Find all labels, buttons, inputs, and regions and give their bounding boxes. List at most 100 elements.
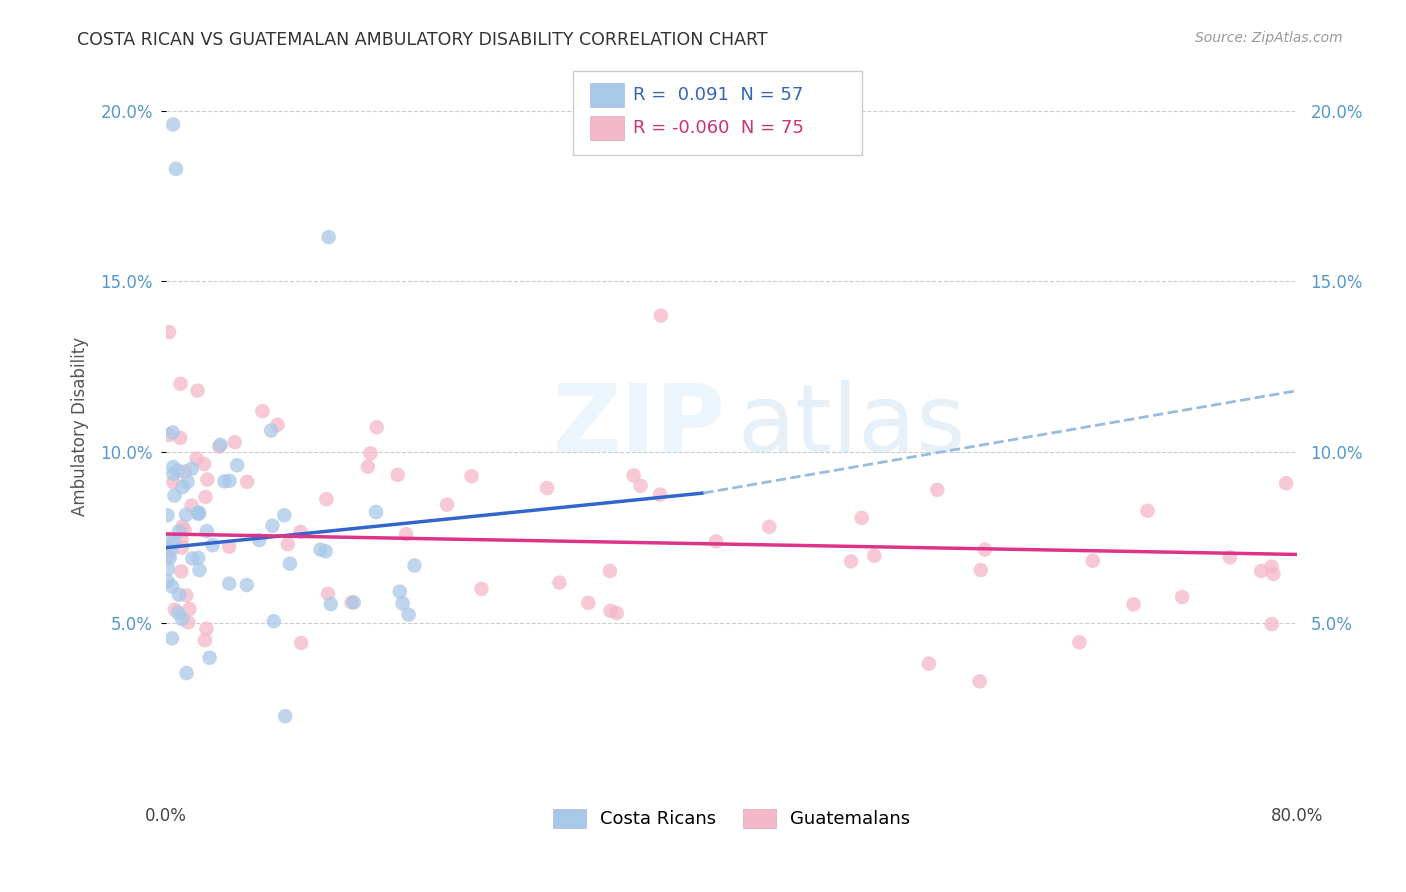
Point <box>274 709 297 723</box>
Point <box>278 557 301 571</box>
Point <box>262 518 284 533</box>
Point <box>1250 564 1272 578</box>
Point <box>226 458 249 473</box>
Point <box>630 479 652 493</box>
Point <box>343 595 366 609</box>
FancyBboxPatch shape <box>574 70 862 155</box>
Point <box>167 588 190 602</box>
Point <box>318 230 340 244</box>
Point <box>969 674 991 689</box>
Point <box>319 597 342 611</box>
Point <box>263 614 285 628</box>
Point <box>599 564 621 578</box>
Point <box>179 602 201 616</box>
Point <box>599 604 621 618</box>
Point <box>181 551 204 566</box>
Point <box>340 595 363 609</box>
Point <box>404 558 426 573</box>
Point <box>172 519 194 533</box>
Point <box>193 457 215 471</box>
Point <box>157 325 180 339</box>
Point <box>162 118 184 132</box>
Point <box>209 438 232 452</box>
Point <box>650 309 672 323</box>
Point <box>548 575 571 590</box>
Point <box>273 508 295 523</box>
Point <box>266 417 288 432</box>
Point <box>163 603 186 617</box>
Point <box>195 622 218 636</box>
Text: Source: ZipAtlas.com: Source: ZipAtlas.com <box>1195 31 1343 45</box>
Point <box>176 666 198 681</box>
Point <box>970 563 993 577</box>
Point <box>576 596 599 610</box>
Point <box>460 469 482 483</box>
Point <box>194 490 217 504</box>
Point <box>1219 550 1241 565</box>
Point <box>167 524 190 539</box>
Point <box>176 475 198 489</box>
FancyBboxPatch shape <box>591 83 624 107</box>
Point <box>218 474 240 488</box>
Point <box>156 574 179 589</box>
Point <box>197 473 219 487</box>
Point <box>160 543 183 558</box>
Point <box>252 404 274 418</box>
Point <box>157 562 180 576</box>
Point <box>359 446 381 460</box>
Point <box>187 384 209 398</box>
Point <box>201 538 224 552</box>
Point <box>247 533 270 547</box>
Point <box>863 549 886 563</box>
Text: R =  0.091  N = 57: R = 0.091 N = 57 <box>633 86 804 103</box>
Point <box>1171 590 1194 604</box>
Point <box>236 578 259 592</box>
Point <box>163 535 186 549</box>
Point <box>177 615 200 630</box>
Point <box>187 550 209 565</box>
Point <box>194 633 217 648</box>
Point <box>309 542 332 557</box>
Point <box>290 636 312 650</box>
Point <box>160 632 183 646</box>
Point <box>187 507 209 521</box>
Point <box>188 506 211 520</box>
Point <box>198 650 221 665</box>
Point <box>1263 566 1285 581</box>
Point <box>974 542 997 557</box>
Y-axis label: Ambulatory Disability: Ambulatory Disability <box>72 337 89 516</box>
Point <box>170 533 193 547</box>
Legend: Costa Ricans, Guatemalans: Costa Ricans, Guatemalans <box>546 802 918 836</box>
Point <box>704 534 727 549</box>
Point <box>839 554 862 568</box>
Point <box>315 492 337 507</box>
Point <box>470 582 492 596</box>
Point <box>918 657 941 671</box>
Point <box>391 596 413 610</box>
Point <box>436 498 458 512</box>
Point <box>927 483 949 497</box>
Point <box>172 612 194 626</box>
Point <box>536 481 558 495</box>
Point <box>180 462 202 476</box>
Point <box>758 520 780 534</box>
Point <box>218 576 240 591</box>
Text: R = -0.060  N = 75: R = -0.060 N = 75 <box>633 119 804 136</box>
Point <box>157 428 180 442</box>
Point <box>851 511 873 525</box>
Point <box>208 440 231 454</box>
Point <box>395 527 418 541</box>
Point <box>174 464 197 478</box>
Point <box>156 508 179 523</box>
Point <box>188 563 211 577</box>
Point <box>364 505 387 519</box>
Point <box>174 508 197 522</box>
Point <box>170 565 193 579</box>
Point <box>366 420 388 434</box>
Point <box>162 475 184 490</box>
Point <box>167 606 190 620</box>
Point <box>162 425 184 440</box>
Point <box>623 468 645 483</box>
Point <box>162 467 184 481</box>
Point <box>214 475 236 489</box>
